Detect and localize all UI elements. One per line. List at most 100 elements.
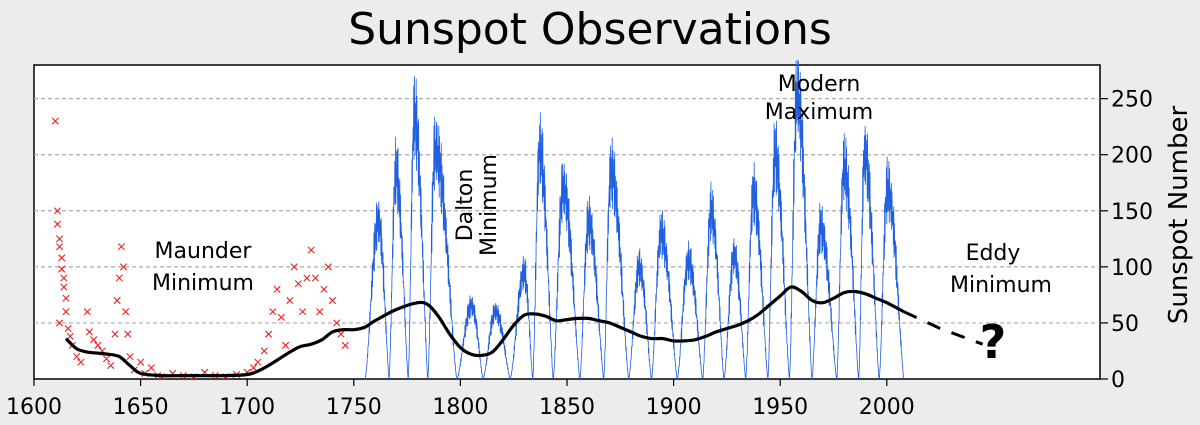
early-obs-stroke (341, 341, 349, 349)
monthly-sunspot-series (364, 59, 905, 381)
early-obs-stroke (299, 308, 307, 316)
y-tick-label-150: 150 (1111, 200, 1153, 225)
early-obs-point (147, 364, 155, 372)
early-obs-stroke (107, 361, 115, 370)
early-obs-stroke (290, 263, 298, 271)
early-obs-point (124, 330, 132, 338)
early-obs-stroke (250, 364, 258, 372)
early-obs-point (264, 330, 273, 338)
modern-label-1: Modern (778, 72, 861, 97)
early-obs-point (254, 358, 262, 366)
early-obs-point (60, 283, 68, 291)
x-tick-label-1800: 1800 (432, 395, 488, 420)
early-obs-stroke (53, 220, 62, 228)
early-obs-stroke (51, 117, 59, 125)
early-obs-point (281, 341, 290, 349)
early-obs-stroke (122, 308, 130, 316)
question-mark: ? (980, 315, 1007, 369)
early-obs-stroke (294, 280, 302, 288)
early-obs-stroke (147, 364, 155, 372)
early-obs-stroke (111, 330, 119, 338)
smoothed-trend-series (64, 285, 984, 378)
x-tick-label-1900: 1900 (646, 395, 702, 420)
early-obs-stroke (90, 336, 98, 344)
early-obs-stroke (113, 296, 121, 305)
early-obs-point (73, 352, 81, 361)
axis-ticks: 0 50 100 150 200 250 1600 1650 1700 1750 1800 1850 1… (6, 88, 1153, 420)
early-obs-point (122, 308, 130, 316)
early-obs-stroke (102, 355, 111, 363)
early-obs-point (62, 308, 70, 316)
early-obs-point (299, 308, 307, 316)
eddy-label-1: Eddy (966, 241, 1021, 266)
dalton-label-1: Dalton (453, 169, 478, 242)
modern-label-2: Maximum (765, 100, 873, 125)
early-obs-point (58, 254, 66, 262)
early-obs-stroke (311, 274, 320, 282)
early-obs-stroke (83, 308, 91, 316)
early-obs-stroke (55, 235, 64, 243)
early-obs-stroke (60, 283, 68, 291)
x-tick-label-1750: 1750 (326, 395, 382, 420)
early-obs-point (269, 308, 277, 316)
early-obs-point (115, 274, 123, 282)
early-obs-point (58, 265, 66, 273)
early-obs-stroke (324, 263, 332, 271)
maunder-label-1: Maunder (155, 239, 253, 264)
early-obs-point (303, 274, 311, 282)
x-tick-label-1600: 1600 (6, 395, 62, 420)
early-obs-stroke (85, 328, 94, 336)
early-obs-stroke (316, 308, 324, 316)
early-obs-stroke (64, 324, 72, 333)
early-obs-point (294, 280, 302, 288)
early-obs-point (90, 336, 98, 344)
early-obs-stroke (62, 308, 70, 316)
early-obs-stroke (333, 319, 341, 327)
early-obs-stroke (269, 308, 277, 316)
early-obs-point (113, 296, 121, 305)
early-obs-stroke (126, 352, 134, 361)
early-obs-stroke (94, 341, 102, 349)
early-obs-stroke (337, 330, 345, 338)
early-obs-point (316, 308, 324, 316)
early-obs-stroke (60, 274, 68, 282)
early-obs-stroke (137, 358, 145, 366)
early-obs-point (324, 263, 332, 271)
early-obs-point (111, 330, 119, 338)
dalton-label-2: Minimum (477, 154, 502, 256)
early-obs-stroke (58, 254, 66, 262)
early-obs-stroke (281, 341, 290, 349)
smoothed-trend-line (64, 285, 905, 378)
early-obs-point (62, 294, 70, 302)
early-obs-point (85, 328, 94, 336)
early-obs-point (102, 355, 111, 363)
early-obs-stroke (73, 352, 81, 361)
x-tick-label-1700: 1700 (219, 395, 275, 420)
x-tick-label-1850: 1850 (539, 395, 595, 420)
early-obs-point (117, 243, 126, 251)
early-obs-point (119, 263, 128, 271)
early-obs-point (137, 358, 145, 366)
early-obs-stroke (303, 274, 311, 282)
early-obs-stroke (55, 243, 64, 251)
y-tick-label-50: 50 (1111, 312, 1139, 337)
early-obs-point (53, 207, 62, 215)
early-obs-point (77, 358, 85, 366)
early-obs-point (307, 246, 315, 254)
early-obs-point (60, 274, 68, 282)
early-obs-point (277, 313, 285, 321)
early-obs-stroke (307, 246, 315, 254)
early-obs-stroke (124, 330, 132, 338)
early-obs-point (341, 341, 349, 349)
maunder-label-2: Minimum (152, 271, 254, 296)
early-obs-point (320, 285, 328, 293)
early-obs-point (286, 296, 294, 305)
eddy-label-2: Minimum (950, 273, 1052, 298)
early-obs-stroke (320, 285, 328, 293)
x-tick-label-1950: 1950 (752, 395, 808, 420)
early-obs-stroke (254, 358, 262, 366)
early-obs-point (126, 352, 134, 361)
early-obs-stroke (115, 274, 123, 282)
x-tick-label-2000: 2000 (859, 395, 915, 420)
